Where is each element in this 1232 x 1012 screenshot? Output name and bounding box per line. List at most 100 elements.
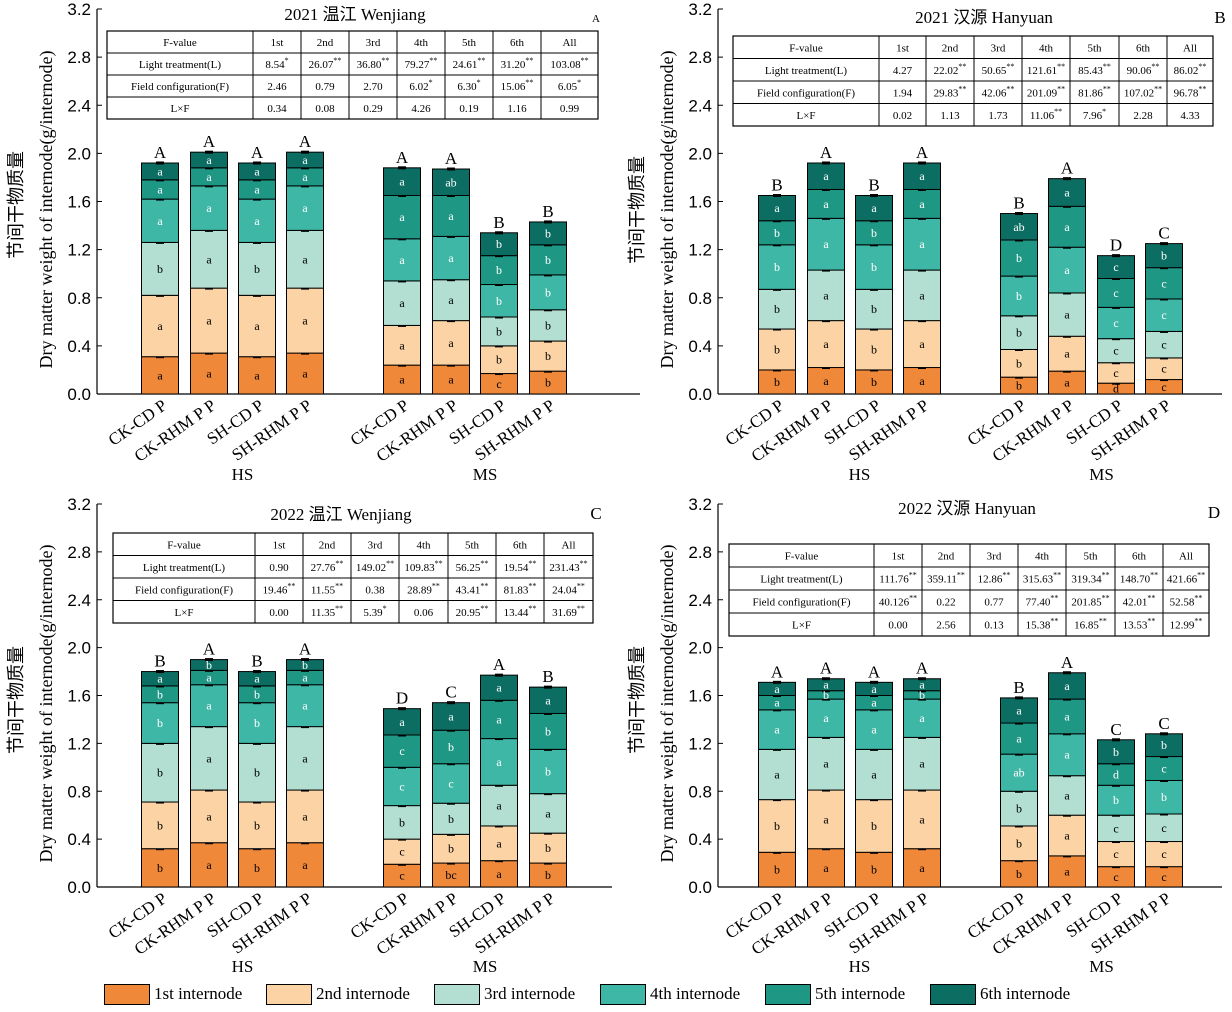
segment-letter: b bbox=[254, 818, 260, 832]
table-cell: 12.99** bbox=[1170, 617, 1203, 632]
chart-panel-a: 0.0 0.4 0.8 1.2 1.6 2.0 2.4 2.8 3.2 Dry matter we… bbox=[6, 0, 640, 484]
table-header-cell: 5th bbox=[462, 37, 477, 49]
segment-letter: a bbox=[774, 723, 780, 737]
segment-letter: b bbox=[1016, 379, 1022, 393]
bar-top-letter: A bbox=[820, 143, 833, 162]
table-cell: 421.66** bbox=[1167, 571, 1205, 586]
segment-letter: b bbox=[1016, 836, 1022, 850]
y-tick-label: 2.4 bbox=[688, 591, 712, 610]
segment-letter: a bbox=[496, 799, 502, 813]
segment-letter: ab bbox=[445, 175, 456, 189]
segment-letter: ab bbox=[1013, 220, 1024, 234]
bar-segment-1 bbox=[238, 848, 276, 888]
segment-letter: b bbox=[545, 868, 551, 882]
bar-segment-5 bbox=[807, 188, 845, 219]
bar-segment-3 bbox=[1097, 338, 1135, 364]
segment-letter: a bbox=[496, 755, 502, 769]
y-tick-label: 0.4 bbox=[688, 830, 712, 849]
bar-top-letter: A bbox=[154, 143, 167, 162]
segment-letter: a bbox=[302, 858, 308, 872]
bar-segment-4 bbox=[1048, 733, 1086, 777]
segment-letter: b bbox=[871, 302, 877, 316]
legend-label: 2nd internode bbox=[316, 984, 410, 1003]
bar-top-letter: B bbox=[542, 202, 553, 221]
bar-segment-2 bbox=[903, 320, 941, 369]
table-cell: 0.19 bbox=[459, 103, 479, 115]
segment-letter: a bbox=[774, 682, 780, 696]
segment-letter: c bbox=[1113, 870, 1118, 884]
segment-letter: a bbox=[919, 288, 925, 302]
segment-letter: a bbox=[399, 296, 405, 310]
table-header-cell: F-value bbox=[785, 551, 819, 563]
bar-segment-4 bbox=[141, 198, 179, 243]
segment-letter: b bbox=[919, 688, 925, 702]
bar-segment-5 bbox=[529, 244, 567, 276]
bar-segment-6 bbox=[1048, 178, 1086, 207]
table-cell: 6.02* bbox=[409, 78, 432, 93]
table-cell: 90.06** bbox=[1127, 62, 1160, 77]
group-label: HS bbox=[232, 957, 254, 976]
segment-letter: a bbox=[919, 237, 925, 251]
table-header-cell: 4th bbox=[1039, 42, 1054, 54]
table-cell: 36.80** bbox=[357, 56, 390, 71]
table-cell: Field configuration(F) bbox=[757, 87, 855, 99]
segment-letter: a bbox=[1064, 788, 1070, 802]
segment-letter: a bbox=[496, 867, 502, 881]
segment-letter: b bbox=[545, 318, 551, 332]
segment-letter: a bbox=[157, 214, 163, 228]
bar-top-letter: A bbox=[1061, 159, 1074, 178]
bar-segment-3 bbox=[855, 748, 893, 801]
table-cell: 0.00 bbox=[888, 620, 908, 632]
table-cell: 0.79 bbox=[315, 81, 335, 93]
bar-segment-2 bbox=[529, 832, 567, 864]
segment-letter: b bbox=[157, 861, 163, 875]
bar-segment-3 bbox=[432, 802, 470, 835]
legend-label: 1st internode bbox=[154, 984, 243, 1003]
bar-segment-3 bbox=[480, 316, 518, 347]
table-cell: L×F bbox=[796, 110, 815, 122]
y-tick-label: 3.2 bbox=[67, 0, 91, 19]
segment-letter: b bbox=[774, 226, 780, 240]
segment-letter: b bbox=[1016, 251, 1022, 265]
bar-segment-1 bbox=[286, 842, 324, 888]
table-header-cell: 4th bbox=[1035, 551, 1050, 563]
bar-segment-4 bbox=[480, 738, 518, 786]
segment-letter: a bbox=[302, 699, 308, 713]
table-cell: 1.94 bbox=[893, 87, 913, 99]
table-cell: 8.54* bbox=[265, 56, 288, 71]
segment-letter: a bbox=[399, 715, 405, 729]
bar-segment-1 bbox=[1048, 855, 1086, 888]
y-axis-label: Dry matter weight of internode(g/interno… bbox=[36, 51, 57, 369]
bar-segment-6 bbox=[903, 162, 941, 190]
segment-letter: c bbox=[399, 779, 404, 793]
table-cell: 11.55** bbox=[311, 581, 343, 596]
segment-letter: b bbox=[496, 353, 502, 367]
segment-letter: c bbox=[1161, 308, 1166, 322]
table-header-cell: 5th bbox=[1083, 551, 1098, 563]
segment-letter: c bbox=[1113, 821, 1118, 835]
bar-segment-4 bbox=[1000, 275, 1038, 317]
y-tick-label: 0.8 bbox=[688, 289, 712, 308]
bar-segment-2 bbox=[286, 789, 324, 844]
table-cell: 40.126** bbox=[879, 594, 917, 609]
y-tick-label: 2.0 bbox=[688, 144, 712, 163]
table-header-cell: All bbox=[561, 539, 575, 551]
segment-letter: a bbox=[254, 214, 260, 228]
segment-letter: b bbox=[1161, 790, 1167, 804]
segment-letter: a bbox=[823, 678, 829, 692]
table-cell: 19.46** bbox=[263, 581, 296, 596]
bar-segment-5 bbox=[758, 220, 796, 246]
segment-letter: b bbox=[254, 687, 260, 701]
table-cell: L×F bbox=[792, 620, 811, 632]
bar-segment-4 bbox=[529, 274, 567, 311]
y-tick-label: 0.4 bbox=[67, 830, 91, 849]
table-cell: 15.06** bbox=[501, 78, 534, 93]
segment-letter: b bbox=[545, 349, 551, 363]
table-cell: Field configuration(F) bbox=[135, 584, 233, 596]
segment-letter: b bbox=[496, 263, 502, 277]
segment-letter: b bbox=[157, 766, 163, 780]
bar-segment-1 bbox=[758, 851, 796, 888]
bar-segment-4 bbox=[238, 198, 276, 243]
